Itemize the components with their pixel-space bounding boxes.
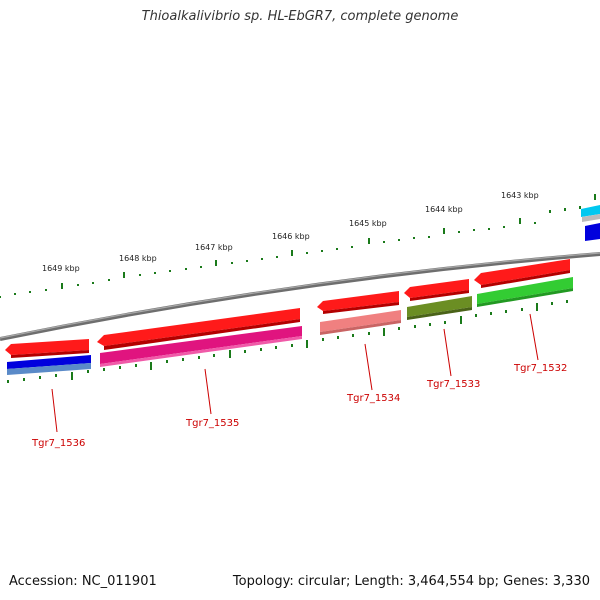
tick-label-1646: 1646 kbp	[272, 232, 310, 241]
tick-label-1644: 1644 kbp	[425, 205, 463, 214]
gene-label-1533: Tgr7_1533	[426, 379, 480, 390]
tick-label-1647: 1647 kbp	[195, 243, 233, 252]
gene-label-1534: Tgr7_1534	[346, 393, 400, 404]
map-title: Thioalkalivibrio sp. HL-EbGR7, complete …	[141, 9, 459, 24]
category-block-1532	[477, 277, 573, 304]
category-block-1536	[7, 355, 91, 369]
cds-arrow-1534	[317, 291, 399, 311]
cds-arrow-partial	[581, 205, 600, 217]
cds-arrow-1533	[404, 279, 469, 298]
gene-label-1535: Tgr7_1535	[185, 418, 239, 429]
tick-ring	[0, 194, 596, 298]
cds-arrow-1535	[97, 308, 300, 346]
cds-arrow-1532	[474, 259, 570, 285]
category-block-partial	[585, 223, 600, 241]
genome-backbone	[0, 252, 600, 341]
tick-label-1643: 1643 kbp	[501, 191, 539, 200]
tick-label-1648: 1648 kbp	[119, 254, 157, 263]
inner-tick-ring	[7, 300, 568, 383]
label-leaders	[51, 313, 539, 433]
category-block-1535	[100, 326, 302, 364]
category-track	[7, 223, 600, 375]
tick-label-1645: 1645 kbp	[349, 219, 387, 228]
gene-label-1536: Tgr7_1536	[31, 438, 85, 449]
gene-label-1532: Tgr7_1532	[513, 363, 567, 374]
cds-arrow-1536	[5, 339, 89, 355]
tick-label-1649: 1649 kbp	[42, 264, 80, 273]
category-block-1533	[407, 296, 472, 317]
accession-label: Accession: NC_011901	[9, 574, 157, 589]
genome-summary: Topology: circular; Length: 3,464,554 bp…	[232, 574, 590, 589]
cds-track	[5, 205, 600, 358]
category-block-1534	[320, 310, 401, 332]
